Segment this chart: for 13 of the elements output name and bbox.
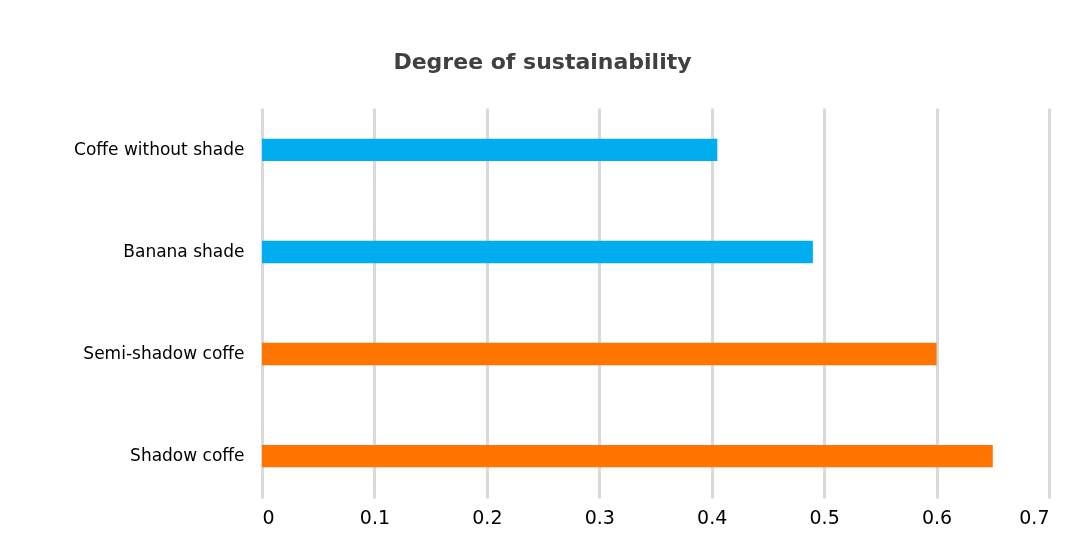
y-tick-label: Semi-shadow coffe [83, 343, 245, 364]
x-tick-label: 0 [262, 505, 275, 528]
chart-title: Degree of sustainability [393, 49, 692, 74]
y-tick-label: Coffe without shade [74, 138, 245, 159]
x-tick-label: 0.6 [921, 505, 953, 528]
y-tick-label: Banana shade [123, 240, 245, 261]
x-tick-label: 0.2 [472, 505, 503, 528]
x-tick-label: 0.5 [809, 505, 840, 528]
x-tick-label: 0.3 [584, 505, 615, 528]
x-tick-label: 0.1 [359, 505, 391, 528]
x-tick-label: 0.4 [697, 505, 728, 528]
y-tick-label: Shadow coffe [130, 445, 245, 466]
x-tick-label: 0.7 [1019, 505, 1050, 528]
